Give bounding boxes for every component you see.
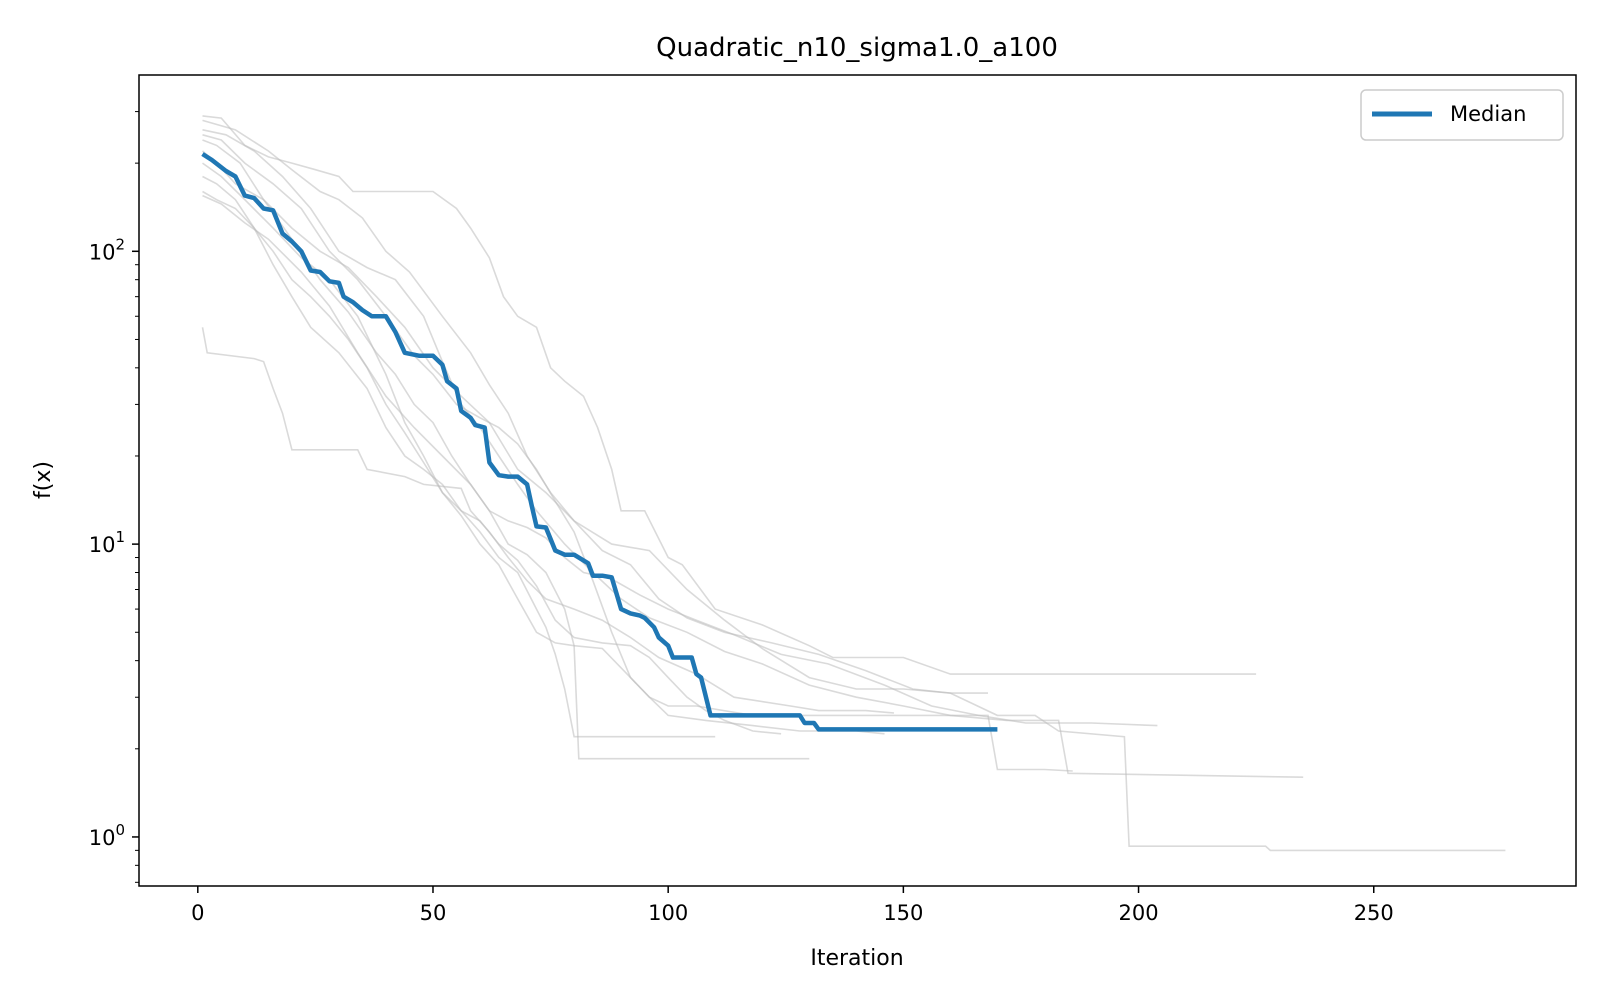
- x-tick-label: 150: [883, 901, 923, 925]
- legend-label-median: Median: [1450, 102, 1526, 126]
- chart-title: Quadratic_n10_sigma1.0_a100: [656, 33, 1058, 63]
- y-tick-label: 101: [89, 528, 125, 557]
- x-tick-label: 200: [1119, 901, 1159, 925]
- y-tick-label: 100: [89, 821, 125, 850]
- run-line-8: [202, 175, 782, 735]
- run-line-11: [201, 327, 895, 714]
- x-tick-label: 100: [648, 901, 688, 925]
- run-line-4: [202, 134, 1073, 772]
- x-axis: 0 50 100 150 200 250: [191, 886, 1394, 925]
- legend: Median: [1360, 89, 1564, 141]
- median-series: [201, 152, 998, 732]
- x-tick-label: 50: [420, 901, 447, 925]
- run-line-2: [202, 119, 988, 694]
- run-line-3: [202, 129, 1304, 778]
- run-line-7: [202, 162, 885, 735]
- run-line-9: [202, 190, 716, 738]
- x-axis-title: Iteration: [810, 946, 903, 971]
- y-axis: 100 101 102: [89, 111, 139, 883]
- y-tick-label: 102: [89, 235, 125, 264]
- y-axis-title: f(x): [31, 461, 56, 499]
- run-line-6: [201, 150, 1158, 727]
- median-line: [201, 152, 998, 732]
- run-line-5: [202, 139, 1506, 852]
- legend-box: [1360, 89, 1564, 141]
- plot-area-frame: [138, 74, 1577, 887]
- run-line-1: [202, 115, 1257, 675]
- individual-runs: [201, 115, 1506, 852]
- x-tick-label: 250: [1354, 901, 1394, 925]
- run-line-10: [202, 194, 810, 760]
- x-tick-label: 0: [191, 901, 204, 925]
